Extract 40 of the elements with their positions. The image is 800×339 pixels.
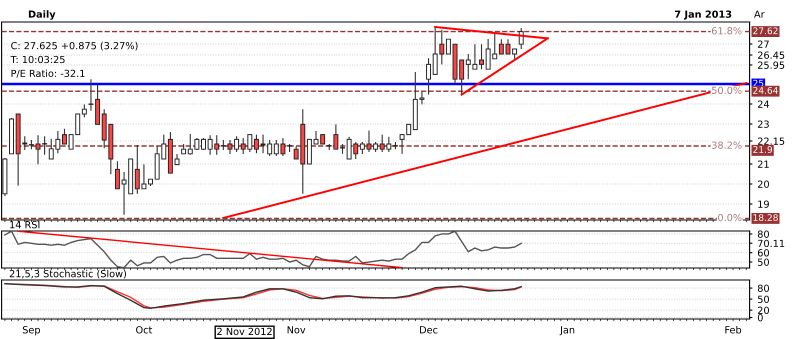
y-tick-label: 60 xyxy=(758,249,769,257)
y-tick-label: 23 xyxy=(758,120,769,128)
y-tick-label: 70.11 xyxy=(758,240,784,248)
y-tick-label: 19 xyxy=(758,200,769,208)
annotation: T: 10:03:25 xyxy=(10,56,65,64)
text: 2 Nov 2012 xyxy=(217,328,272,336)
y-tick-label: 0 xyxy=(758,314,763,322)
annotation: P/E Ratio: -32.1 xyxy=(12,70,85,78)
x-tick-label: Nov xyxy=(288,326,306,334)
x-tick-label: Sep xyxy=(22,326,40,336)
chart-title: Daily xyxy=(28,10,56,20)
y-tick-label: 50 xyxy=(758,258,769,266)
y-tick-label: 50 xyxy=(758,296,769,303)
ref-line-label: 27.62 xyxy=(753,27,778,34)
y-tick-label: 20 xyxy=(758,180,769,188)
ref-line-label: 18.28 xyxy=(754,214,778,222)
y-tick-label: 21 xyxy=(758,160,769,168)
chart-title: 14 RSI xyxy=(10,221,40,228)
y-axis-title: Ar xyxy=(754,10,765,18)
annotation: 38.2% xyxy=(712,141,742,149)
y-tick-label: 24 xyxy=(758,100,770,108)
chart-title: 21,5,3 Stochastic (Slow) xyxy=(10,270,126,278)
annotation: C: 27.625 +0.875 (3.27%) xyxy=(11,42,138,50)
y-tick-label: 22.15 xyxy=(758,137,784,145)
y-tick-label: 26.45 xyxy=(758,51,784,59)
chart-subtitle: 7 Jan 2013 xyxy=(674,10,732,20)
x-tick-label: Feb xyxy=(725,326,742,334)
annotation: 61.8% xyxy=(712,27,742,34)
y-tick-label: 25.95 xyxy=(758,61,784,69)
ref-line-label: 21.9 xyxy=(753,146,772,153)
ref-line-label: 24.64 xyxy=(753,86,778,94)
y-tick-label: 20 xyxy=(758,306,769,314)
x-tick-label: Jan xyxy=(560,326,574,336)
y-tick-label: 80 xyxy=(758,230,769,238)
annotation: 50.0% xyxy=(712,86,742,94)
x-tick-label: Oct xyxy=(136,326,152,334)
x-tick-label: Dec xyxy=(420,326,438,334)
y-tick-label: 80 xyxy=(758,284,769,292)
annotation: 0.0% xyxy=(718,214,742,222)
y-tick-label: 27 xyxy=(758,40,769,48)
